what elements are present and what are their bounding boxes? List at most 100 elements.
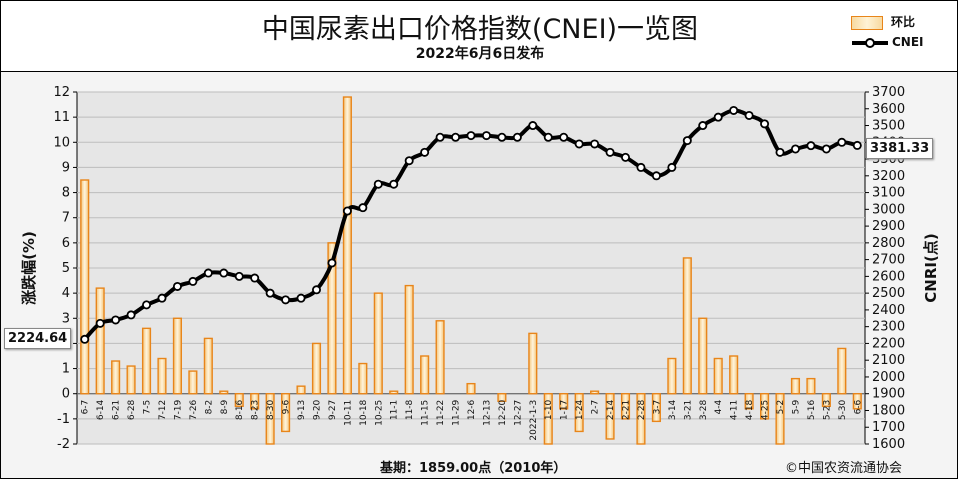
chart-title: 中国尿素出口价格指数(CNEI)一览图 <box>261 14 699 45</box>
category-label: 9-27 <box>328 400 338 420</box>
bar <box>111 360 121 395</box>
right-tick-label: 2500 <box>872 286 905 301</box>
bar <box>373 292 383 395</box>
cnei-point <box>852 140 862 150</box>
bar <box>574 393 584 433</box>
category-label: 3-21 <box>683 400 693 420</box>
cnei-point <box>590 139 600 149</box>
right-tick-label: 3000 <box>872 202 905 217</box>
bar <box>543 393 553 445</box>
category-label: 2-21 <box>622 400 632 420</box>
category-label: 11-15 <box>421 400 431 426</box>
category-label: 2-7 <box>591 400 601 415</box>
category-label: 6-6 <box>853 399 863 414</box>
category-label: 5-23 <box>822 400 832 420</box>
category-label: 9-6 <box>282 399 292 414</box>
right-tick-label: 1700 <box>872 420 905 435</box>
bar <box>744 393 754 410</box>
cnei-point <box>389 179 399 189</box>
footer-base-period: 基期：1859.00点（2010年） <box>380 461 567 476</box>
cnei-point <box>420 147 430 157</box>
bar <box>620 393 631 420</box>
category-label: 5-30 <box>838 399 848 420</box>
first-value-callout: 2224.64 <box>4 328 72 349</box>
category-label: 7-26 <box>189 399 199 420</box>
category-label: 6-14 <box>96 399 106 420</box>
bar <box>590 390 600 395</box>
category-label: 1-10 <box>544 399 554 420</box>
right-tick-label: 2300 <box>872 320 905 335</box>
bar <box>80 179 90 395</box>
category-label: 6-28 <box>127 399 137 420</box>
cnei-point <box>528 121 538 131</box>
cnei-point <box>497 132 507 142</box>
cnei-point <box>790 144 800 154</box>
cnei-point <box>821 144 831 154</box>
bar <box>234 393 244 407</box>
left-tick-label: -2 <box>57 437 70 452</box>
cnei-point <box>234 271 244 281</box>
cnei-point <box>636 162 646 172</box>
cnei-point <box>775 147 785 157</box>
bar <box>651 393 661 423</box>
cnei-point <box>451 132 461 142</box>
left-tick-label: 3 <box>62 311 70 326</box>
cnei-point <box>729 105 739 115</box>
cnei-point <box>157 293 167 303</box>
cnei-point <box>142 300 152 310</box>
left-tick-label: 1 <box>62 362 70 377</box>
legend-bar-label: 环比 <box>891 15 916 29</box>
bar <box>528 332 538 395</box>
bar <box>775 393 785 445</box>
cnei-point <box>435 132 445 142</box>
category-label: 7-12 <box>158 400 168 420</box>
cnei-point <box>744 110 754 120</box>
cnei-point <box>95 318 105 328</box>
cnei-point <box>311 285 321 295</box>
cnei-point <box>281 295 291 305</box>
bar <box>265 393 275 445</box>
cnei-point <box>512 132 522 142</box>
bar <box>126 365 136 395</box>
right-tick-label: 1600 <box>872 437 905 452</box>
left-tick-label: 10 <box>53 135 70 150</box>
right-tick-label: 2600 <box>872 269 905 284</box>
left-tick-label: 6 <box>62 236 70 251</box>
right-tick-label: 2100 <box>872 353 905 368</box>
bar <box>219 390 229 395</box>
cnei-point <box>126 310 136 320</box>
right-tick-label: 1800 <box>872 403 905 418</box>
category-label: 9-20 <box>312 399 322 420</box>
category-label: 7-5 <box>143 400 153 415</box>
bar <box>327 242 337 395</box>
right-tick-label: 2400 <box>872 303 905 318</box>
bar <box>605 393 615 440</box>
left-tick-label: 11 <box>53 110 70 125</box>
category-label: 8-30 <box>266 399 276 420</box>
cnei-point <box>172 281 182 291</box>
left-tick-label: 9 <box>62 160 70 175</box>
legend-bar-swatch <box>851 15 883 30</box>
right-tick-label: 2200 <box>872 336 905 351</box>
left-tick-label: -1 <box>57 412 70 427</box>
right-tick-label: 3200 <box>872 169 905 184</box>
bar <box>837 347 847 395</box>
bar <box>203 337 213 395</box>
category-label: 2022-1-3 <box>529 400 539 441</box>
category-label: 10-11 <box>343 400 353 426</box>
bar <box>420 355 430 395</box>
category-label: 4-4 <box>714 399 724 414</box>
bar <box>358 362 368 395</box>
category-label: 5-16 <box>807 399 817 420</box>
bar <box>821 393 831 407</box>
category-label: 3-7 <box>652 400 662 415</box>
category-label: 10-18 <box>359 399 369 425</box>
cnei-point <box>188 276 198 286</box>
category-label: 4-11 <box>730 400 740 420</box>
category-label: 3-14 <box>668 399 678 420</box>
bar <box>95 287 105 395</box>
cnei-point <box>265 288 275 298</box>
cnei-point <box>203 268 213 278</box>
category-label: 6-21 <box>112 400 122 420</box>
